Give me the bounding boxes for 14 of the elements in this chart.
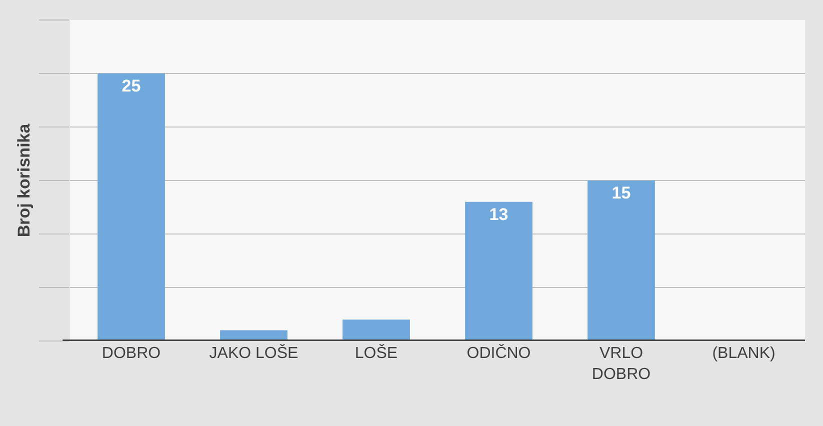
y-axis-title: Broj korisnika bbox=[14, 123, 34, 238]
bar bbox=[465, 202, 532, 341]
x-tick-label: JAKO LOŠE bbox=[209, 344, 298, 362]
x-tick-label: DOBRO bbox=[102, 345, 161, 362]
x-tick-label: (BLANK) bbox=[712, 345, 776, 362]
data-label: 25 bbox=[122, 76, 141, 96]
bar bbox=[98, 74, 165, 341]
bar bbox=[342, 320, 410, 341]
x-tick-label: LOŠE bbox=[354, 344, 398, 362]
x-tick-label: VRLO DOBRO bbox=[592, 345, 651, 383]
x-tick-label: ODIČNO bbox=[466, 344, 531, 362]
bar bbox=[588, 180, 655, 341]
data-label: 15 bbox=[612, 184, 631, 202]
data-label: 13 bbox=[489, 204, 508, 224]
